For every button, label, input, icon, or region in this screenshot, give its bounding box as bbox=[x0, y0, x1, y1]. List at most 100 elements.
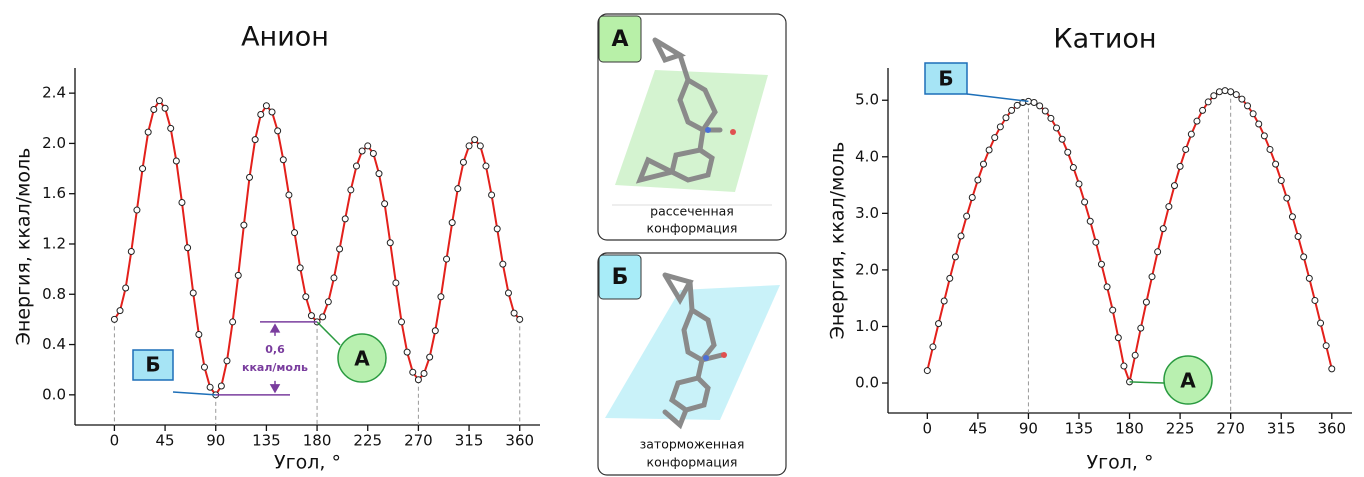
data-point bbox=[325, 299, 331, 305]
y-tick-label: 0.8 bbox=[42, 285, 66, 303]
data-point bbox=[1059, 136, 1065, 142]
data-point bbox=[1312, 297, 1318, 303]
annotation: А bbox=[354, 347, 370, 371]
data-point bbox=[449, 220, 455, 226]
data-point bbox=[415, 377, 421, 383]
data-point bbox=[230, 319, 236, 325]
data-point bbox=[1239, 96, 1245, 102]
data-point bbox=[1329, 366, 1335, 372]
y-axis-label: Энергия, ккал/моль bbox=[827, 142, 849, 340]
data-point bbox=[1295, 234, 1301, 240]
data-point bbox=[196, 331, 202, 337]
annotation: Б bbox=[145, 353, 160, 377]
data-point bbox=[269, 109, 275, 115]
data-point bbox=[410, 369, 416, 375]
data-point bbox=[337, 246, 343, 252]
data-point bbox=[477, 143, 483, 149]
data-point bbox=[1003, 115, 1009, 121]
x-tick-label: 315 bbox=[455, 432, 484, 450]
atom-o bbox=[721, 352, 727, 358]
y-tick-label: 5.0 bbox=[855, 91, 879, 109]
data-point bbox=[1284, 195, 1290, 201]
data-point bbox=[1014, 102, 1020, 108]
data-point bbox=[241, 222, 247, 228]
data-point bbox=[511, 310, 517, 316]
data-point bbox=[438, 294, 444, 300]
data-point bbox=[128, 249, 134, 255]
data-point bbox=[969, 195, 975, 201]
data-point bbox=[947, 275, 953, 281]
y-tick-label: 1.2 bbox=[42, 234, 66, 252]
x-tick-label: 0 bbox=[110, 432, 120, 450]
y-axis-label: Энергия, ккал/моль bbox=[13, 148, 35, 346]
data-point bbox=[444, 256, 450, 262]
data-point bbox=[1256, 121, 1262, 127]
data-point bbox=[975, 177, 981, 183]
x-tick-label: 360 bbox=[1317, 420, 1346, 438]
data-point bbox=[1160, 226, 1166, 232]
x-tick-label: 45 bbox=[156, 432, 175, 450]
data-point bbox=[331, 275, 337, 281]
y-tick-label: 3.0 bbox=[855, 204, 879, 222]
panel-label: А bbox=[611, 27, 628, 52]
data-point bbox=[1048, 115, 1054, 121]
atom-n bbox=[703, 355, 709, 361]
y-tick-label: 2.4 bbox=[42, 84, 66, 102]
data-point bbox=[1138, 325, 1144, 331]
data-point bbox=[1216, 89, 1222, 95]
x-tick-label: 180 bbox=[303, 432, 332, 450]
data-point bbox=[1245, 103, 1251, 109]
data-point bbox=[489, 192, 495, 198]
data-point bbox=[190, 290, 196, 296]
data-point bbox=[1132, 352, 1138, 358]
data-point bbox=[1037, 103, 1043, 109]
y-tick-label: 2.0 bbox=[855, 260, 879, 278]
caption: рассеченная bbox=[650, 204, 734, 219]
data-point bbox=[958, 233, 964, 239]
data-point bbox=[1155, 249, 1161, 255]
data-point bbox=[1115, 335, 1121, 341]
data-point bbox=[123, 285, 129, 291]
caption: конформация bbox=[647, 455, 738, 470]
data-point bbox=[224, 358, 230, 364]
x-tick-label: 360 bbox=[505, 432, 534, 450]
data-point bbox=[1194, 118, 1200, 124]
data-point bbox=[1009, 107, 1015, 113]
leader bbox=[967, 94, 1028, 101]
chart-title: Анион bbox=[241, 22, 329, 53]
panel-b: Б заторможенная конформация bbox=[598, 253, 786, 475]
data-point bbox=[303, 294, 309, 300]
data-point bbox=[1093, 239, 1099, 245]
data-point bbox=[258, 112, 264, 118]
figure: А рассеченная конформация Б заторможенна… bbox=[0, 0, 1364, 477]
data-point bbox=[145, 129, 151, 135]
x-tick-label: 315 bbox=[1267, 420, 1296, 438]
data-point bbox=[179, 200, 185, 206]
x-tick-label: 180 bbox=[1115, 420, 1144, 438]
data-point bbox=[1065, 149, 1071, 155]
data-point bbox=[1323, 343, 1329, 349]
chart-title: Катион bbox=[1053, 24, 1156, 55]
data-point bbox=[382, 201, 388, 207]
y-tick-label: 1.6 bbox=[42, 184, 66, 202]
data-point bbox=[1177, 163, 1183, 169]
annotation: Б bbox=[938, 67, 953, 91]
data-point bbox=[353, 163, 359, 169]
x-tick-label: 225 bbox=[353, 432, 382, 450]
data-point bbox=[1306, 275, 1312, 281]
y-tick-label: 2.0 bbox=[42, 134, 66, 152]
panel-label: Б bbox=[612, 265, 629, 290]
x-tick-label: 270 bbox=[404, 432, 433, 450]
data-point bbox=[1031, 100, 1037, 106]
data-point bbox=[1042, 108, 1048, 114]
data-point bbox=[1301, 254, 1307, 260]
data-point bbox=[986, 147, 992, 153]
x-tick-label: 45 bbox=[968, 420, 987, 438]
x-tick-label: 225 bbox=[1166, 420, 1195, 438]
data-point bbox=[1098, 261, 1104, 267]
data-point bbox=[365, 143, 371, 149]
data-point bbox=[348, 187, 354, 193]
data-point bbox=[1233, 92, 1239, 98]
gap-label: 0,6 bbox=[265, 343, 285, 356]
data-point bbox=[393, 280, 399, 286]
